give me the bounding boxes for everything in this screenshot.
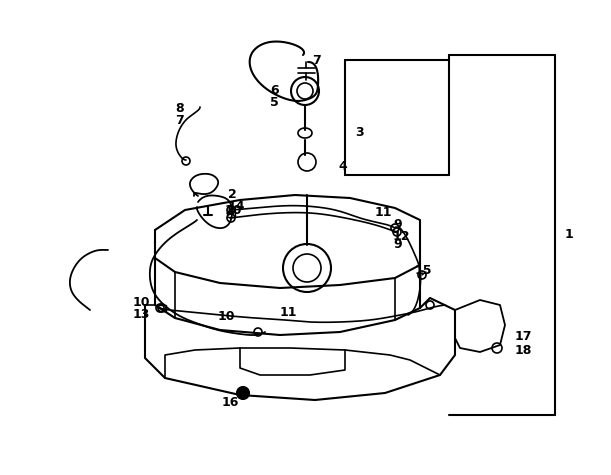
Bar	[158, 305, 166, 311]
Text: 14: 14	[228, 200, 246, 213]
Text: 12: 12	[393, 230, 411, 244]
Text: 7: 7	[175, 114, 184, 126]
Text: 5: 5	[270, 96, 279, 110]
Text: 9: 9	[393, 218, 401, 231]
Text: 11: 11	[375, 207, 392, 219]
Bar	[227, 211, 235, 217]
Text: 10: 10	[225, 203, 243, 217]
Text: 2: 2	[228, 189, 236, 201]
Text: 9: 9	[393, 238, 401, 251]
Text: 10: 10	[133, 296, 150, 310]
Text: 4: 4	[338, 161, 347, 173]
Text: 18: 18	[515, 343, 532, 357]
Text: 1: 1	[565, 228, 574, 241]
Text: 3: 3	[355, 126, 364, 140]
Text: 13: 13	[133, 308, 150, 322]
Text: 15: 15	[415, 264, 433, 276]
Text: 17: 17	[515, 331, 533, 343]
Text: 16: 16	[222, 396, 240, 408]
Text: 6: 6	[270, 84, 279, 96]
Text: 11: 11	[280, 306, 298, 320]
Text: 10: 10	[218, 311, 235, 323]
Circle shape	[237, 387, 249, 399]
Text: 8: 8	[175, 102, 184, 114]
Text: 7: 7	[312, 54, 321, 67]
